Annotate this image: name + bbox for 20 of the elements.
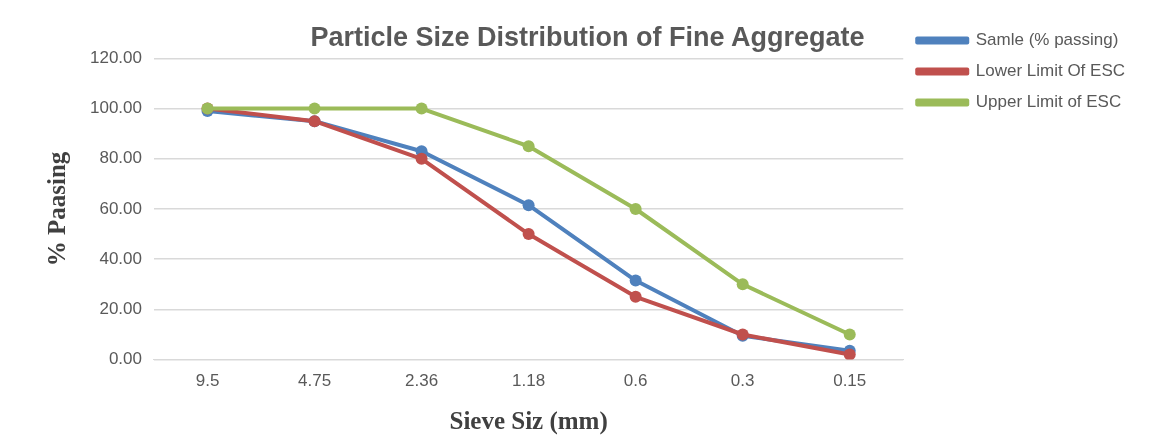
- x-tick-label: 2.36: [405, 371, 439, 391]
- x-tick-label: 9.5: [195, 371, 220, 391]
- y-tick-label: 100.00: [90, 98, 142, 118]
- x-tick-label: 4.75: [298, 371, 332, 391]
- legend-label: Upper Limit of ESC: [975, 92, 1122, 112]
- y-tick-label: 0.00: [108, 349, 142, 369]
- legend-label: Lower Limit Of ESC: [975, 61, 1125, 81]
- y-tick-label: 60.00: [99, 198, 142, 218]
- x-tick-label: 1.18: [512, 371, 546, 391]
- y-axis-title: % Paasing: [43, 151, 71, 267]
- x-tick-label: 0.3: [730, 371, 755, 391]
- y-tick-label: 120.00: [90, 48, 142, 68]
- legend-label: Samle (% passing): [975, 30, 1119, 50]
- y-tick-label: 40.00: [99, 248, 142, 268]
- x-axis-title: Sieve Siz (mm): [449, 407, 608, 436]
- y-tick-label: 80.00: [99, 148, 142, 168]
- x-tick-label: 0.6: [623, 371, 648, 391]
- y-tick-label: 20.00: [99, 299, 142, 319]
- chart-title: Particle Size Distribution of Fine Aggregate: [310, 21, 865, 52]
- x-tick-label: 0.15: [833, 371, 867, 391]
